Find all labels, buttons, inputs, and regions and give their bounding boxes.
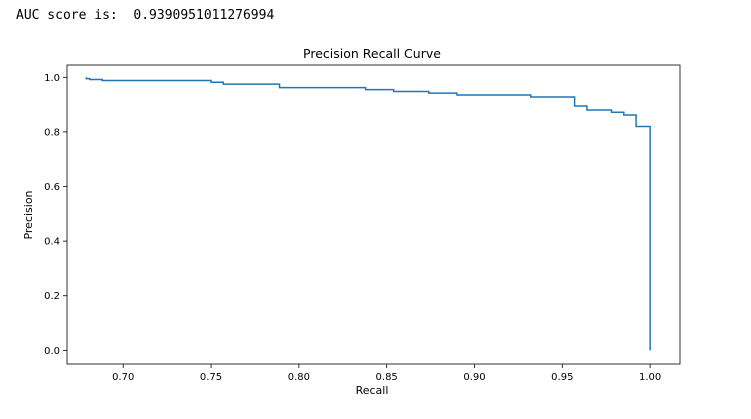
x-axis: 0.70 0.75 0.80 0.85 0.90 0.95 1.00: [112, 364, 661, 383]
x-tick-label: 0.70: [112, 372, 134, 383]
x-tick-label: 1.00: [639, 372, 661, 383]
y-tick-label: 0.0: [44, 346, 60, 357]
x-tick-label: 0.95: [551, 372, 573, 383]
chart-title: Precision Recall Curve: [303, 46, 441, 61]
y-tick-label: 0.2: [44, 291, 60, 302]
y-tick-label: 1.0: [44, 73, 60, 84]
plot-frame: [66, 64, 681, 365]
x-axis-title: Recall: [356, 384, 389, 397]
y-tick-label: 0.6: [44, 182, 60, 193]
y-axis: 0.0 0.2 0.4 0.6 0.8 1.0: [44, 73, 67, 357]
pr-curve-line: [85, 77, 651, 351]
x-tick-label: 0.80: [288, 372, 310, 383]
y-tick-label: 0.4: [44, 237, 60, 248]
auc-output-text: AUC score is: 0.9390951011276994: [16, 8, 275, 23]
x-tick-label: 0.90: [463, 372, 485, 383]
x-tick-label: 0.85: [376, 372, 398, 383]
x-tick-label: 0.75: [200, 372, 222, 383]
y-axis-title: Precision: [22, 190, 35, 239]
y-tick-label: 0.8: [44, 127, 60, 138]
